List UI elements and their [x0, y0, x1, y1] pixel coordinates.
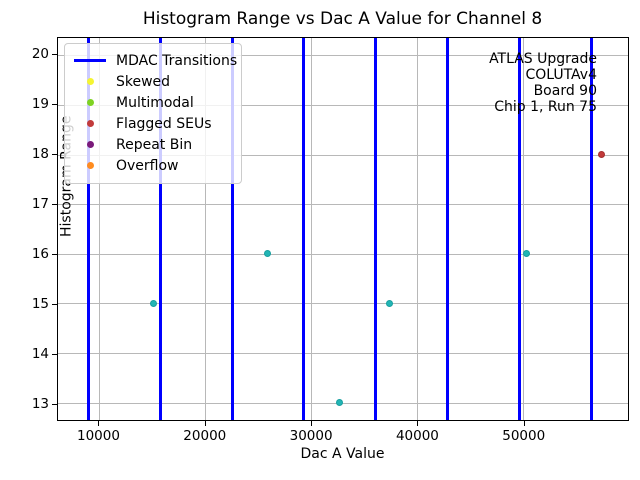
- legend-swatch: [73, 99, 107, 106]
- legend-dot-marker: [86, 99, 94, 106]
- legend-item: Skewed: [73, 71, 233, 92]
- legend-item: Overflow: [73, 155, 233, 176]
- y-tick-mark: [52, 303, 57, 305]
- scatter-point: [598, 151, 605, 159]
- annotation-line: Chip 1, Run 75: [494, 99, 597, 115]
- plot-area: ATLAS Upgrade COLUTAv4 Board 90 Chip 1, …: [57, 37, 629, 421]
- annotation-line: COLUTAv4: [525, 67, 597, 83]
- x-gridline: [311, 38, 313, 420]
- scatter-point: [385, 299, 393, 307]
- legend-swatch: [73, 141, 107, 148]
- legend-item-label: Overflow: [116, 157, 179, 174]
- x-tick-label: 50000: [502, 428, 546, 444]
- legend-item: MDAC Transitions: [73, 50, 237, 71]
- legend-item: Flagged SEUs: [73, 113, 233, 134]
- legend-item-label: MDAC Transitions: [116, 52, 238, 69]
- x-tick-mark: [311, 421, 313, 426]
- mdac-transition-line: [374, 38, 378, 420]
- legend-dot-marker: [86, 162, 94, 169]
- legend-swatch: [73, 120, 107, 127]
- legend-dot-marker: [86, 141, 94, 148]
- y-gridline: [58, 55, 628, 57]
- scatter-point: [336, 399, 344, 407]
- y-gridline: [58, 303, 628, 305]
- mdac-transition-line: [518, 38, 522, 420]
- y-tick-mark: [52, 154, 57, 156]
- legend-swatch: [73, 59, 107, 62]
- scatter-point: [522, 250, 530, 258]
- annotation-line: ATLAS Upgrade: [489, 51, 597, 67]
- x-tick-label: 10000: [76, 428, 120, 444]
- x-tick-label: 40000: [395, 428, 439, 444]
- mdac-transition-line: [589, 38, 593, 420]
- y-tick-mark: [52, 403, 57, 405]
- x-tick-label: 20000: [183, 428, 227, 444]
- legend-swatch: [73, 162, 107, 169]
- mdac-transition-line: [302, 38, 306, 420]
- legend-item-label: Repeat Bin: [116, 136, 193, 153]
- x-tick-mark: [417, 421, 419, 426]
- y-tick-label: 20: [31, 46, 49, 63]
- legend-line-marker: [74, 59, 106, 62]
- y-tick-label: 15: [31, 295, 49, 312]
- x-gridline: [523, 38, 525, 420]
- x-gridline: [99, 38, 101, 420]
- y-gridline: [58, 204, 628, 206]
- y-gridline: [58, 402, 628, 404]
- y-tick-label: 19: [31, 96, 49, 113]
- y-tick-mark: [52, 204, 57, 206]
- mdac-transition-line: [230, 38, 234, 420]
- y-tick-label: 17: [31, 196, 49, 213]
- y-gridline: [58, 154, 628, 156]
- x-tick-label: 30000: [289, 428, 333, 444]
- y-tick-label: 18: [31, 146, 49, 163]
- x-tick-mark: [98, 421, 100, 426]
- y-gridline: [58, 253, 628, 255]
- y-gridline: [58, 353, 628, 355]
- legend-item-label: Multimodal: [116, 94, 194, 111]
- x-gridline: [417, 38, 419, 420]
- legend-dot-marker: [86, 78, 94, 85]
- mdac-transition-line: [158, 38, 162, 420]
- y-tick-label: 16: [31, 245, 49, 262]
- y-tick-mark: [52, 253, 57, 255]
- legend-item-label: Skewed: [116, 73, 171, 90]
- chart-title: Histogram Range vs Dac A Value for Chann…: [142, 9, 543, 29]
- y-tick-label: 14: [31, 345, 49, 362]
- legend: MDAC Transitions Skewed Multimodal Flagged …: [64, 43, 242, 184]
- legend-swatch: [73, 78, 107, 85]
- x-tick-mark: [204, 421, 206, 426]
- x-axis-label: Dac A Value: [300, 446, 385, 462]
- annotation-line: Board 90: [533, 83, 597, 99]
- y-tick-label: 13: [31, 395, 49, 412]
- y-tick-mark: [52, 353, 57, 355]
- annotation-block: ATLAS Upgrade COLUTAv4 Board 90 Chip 1, …: [489, 51, 597, 115]
- x-tick-mark: [523, 421, 525, 426]
- x-gridline: [205, 38, 207, 420]
- mdac-transition-line: [446, 38, 450, 420]
- legend-dot-marker: [86, 120, 94, 127]
- scatter-point: [149, 299, 157, 307]
- legend-item: Repeat Bin: [73, 134, 233, 155]
- legend-item-label: Flagged SEUs: [116, 115, 212, 132]
- y-tick-mark: [52, 54, 57, 56]
- y-tick-mark: [52, 104, 57, 106]
- mdac-transition-line: [86, 38, 90, 420]
- y-gridline: [58, 104, 628, 106]
- scatter-point: [263, 250, 271, 258]
- legend-item: Multimodal: [73, 92, 233, 113]
